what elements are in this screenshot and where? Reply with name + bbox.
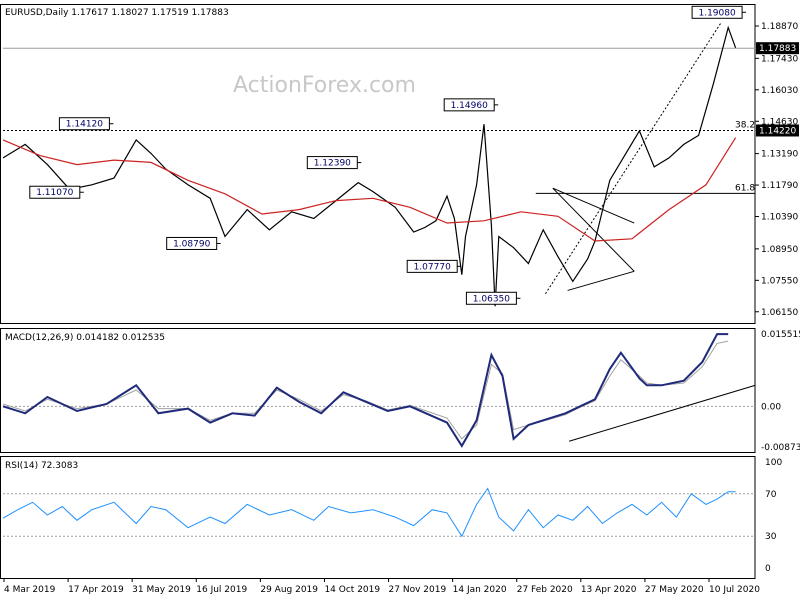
price-tick-label: 1.08950 xyxy=(761,245,798,255)
moving-average-line xyxy=(2,137,737,242)
fib-618-label: 61.8 xyxy=(735,183,755,193)
triangle-upper-line xyxy=(552,187,635,224)
price-tick-label: 1.13190 xyxy=(761,150,798,160)
price-panel-header: EURUSD,Daily 1.17617 1.18027 1.17519 1.1… xyxy=(5,8,229,18)
trend-dotted-line xyxy=(545,22,722,295)
x-tick-label: 4 Mar 2019 xyxy=(4,585,56,595)
price-tick-label: 1.10390 xyxy=(761,213,798,223)
fib-382-label: 38.2 xyxy=(735,120,755,130)
current-price-box-text: 1.17883 xyxy=(759,44,796,54)
price-tick-label: 1.06150 xyxy=(761,308,798,318)
current-price-box xyxy=(756,42,799,55)
x-tick-label: 27 May 2020 xyxy=(645,585,704,595)
rsi-tick-label: 30 xyxy=(765,532,777,542)
price-tick-label: 1.16030 xyxy=(761,86,798,96)
x-tick-label: 29 Aug 2019 xyxy=(260,585,318,595)
macd-line xyxy=(2,333,729,448)
macd-tick-label: 0.015515 xyxy=(761,330,800,340)
rsi-tick-label: 0 xyxy=(765,564,771,574)
rsi-tick-label: 100 xyxy=(765,458,782,468)
annotation-label: 1.08790 xyxy=(173,239,210,249)
macd-panel-frame xyxy=(0,328,756,453)
x-tick-label: 27 Nov 2019 xyxy=(389,585,447,595)
x-tick-label: 17 Apr 2019 xyxy=(68,585,124,595)
rsi-line xyxy=(2,487,736,538)
annotation-label: 1.14960 xyxy=(451,101,488,111)
price-tick-label: 1.14630 xyxy=(761,117,798,127)
annotation-label: 1.06350 xyxy=(473,294,510,304)
level-price-box-text: 1.14220 xyxy=(759,126,796,136)
annotation-label: 1.14120 xyxy=(66,120,103,130)
rsi-panel-frame xyxy=(0,456,756,579)
watermark-text: ActionForex.com xyxy=(233,73,416,98)
x-tick-label: 13 Apr 2020 xyxy=(581,585,637,595)
x-tick-label: 14 Oct 2019 xyxy=(324,585,380,595)
annotation-label: 1.19080 xyxy=(698,8,735,18)
price-tick-label: 1.18870 xyxy=(761,22,798,32)
macd-panel-header: MACD(12,26,9) 0.014182 0.012535 xyxy=(5,333,165,343)
macd-tick-label: 0.00 xyxy=(761,402,781,412)
annotation-label: 1.07770 xyxy=(414,262,451,272)
price-tick-label: 1.17430 xyxy=(761,54,798,64)
macd-tick-label: -0.008737 xyxy=(761,443,800,453)
rsi-tick-label: 70 xyxy=(765,490,777,500)
x-tick-label: 10 Jul 2020 xyxy=(709,585,760,595)
x-tick-label: 14 Jan 2020 xyxy=(453,585,507,595)
triangle-apex-line xyxy=(552,187,635,272)
price-tick-label: 1.07550 xyxy=(761,276,798,286)
rsi-panel-header: RSI(14) 72.3083 xyxy=(5,461,78,471)
price-panel-frame xyxy=(0,4,756,324)
x-tick-label: 27 Feb 2020 xyxy=(517,585,573,595)
triangle-lower-line xyxy=(567,270,635,291)
level-price-box xyxy=(756,124,799,137)
annotation-label: 1.11070 xyxy=(36,188,73,198)
price-line xyxy=(2,25,737,307)
price-tick-label: 1.11790 xyxy=(761,181,798,191)
x-tick-label: 16 Jul 2019 xyxy=(196,585,247,595)
annotation-label: 1.12390 xyxy=(314,159,351,169)
x-tick-label: 31 May 2019 xyxy=(132,585,191,595)
macd-trendline xyxy=(568,384,756,442)
